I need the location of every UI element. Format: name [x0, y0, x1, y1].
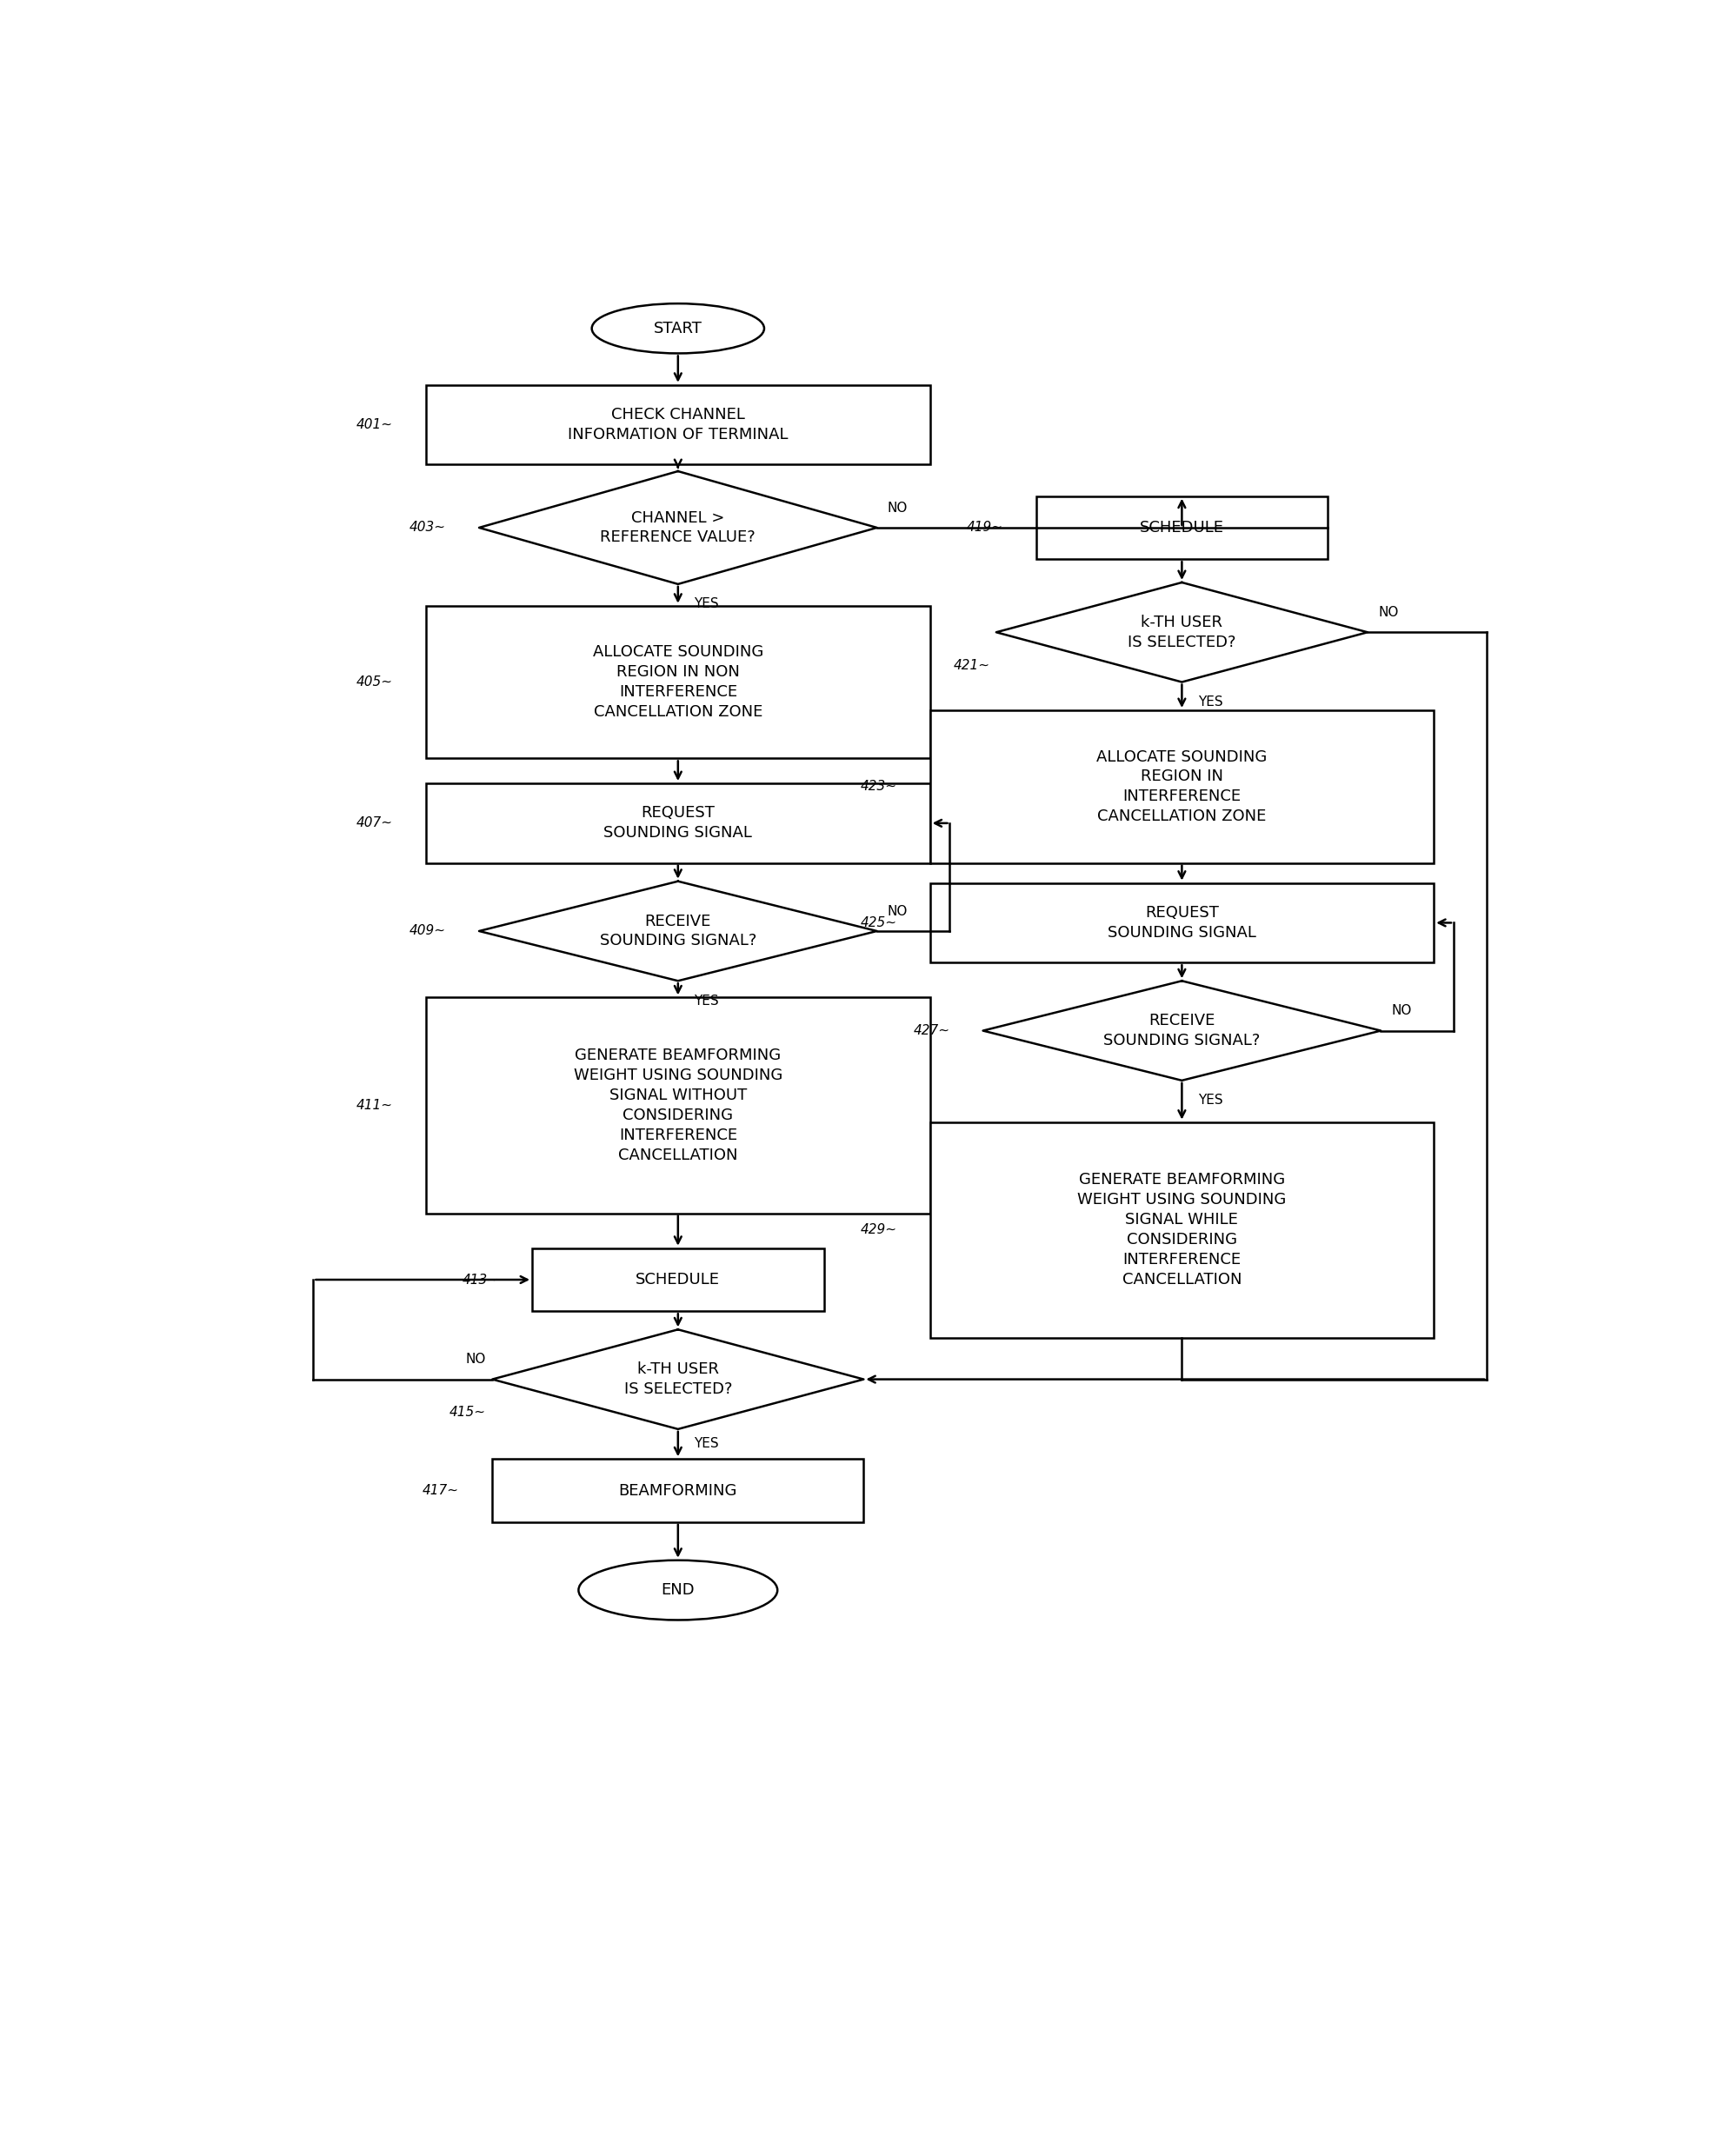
Text: SCHEDULE: SCHEDULE	[1140, 520, 1223, 535]
Polygon shape	[982, 981, 1381, 1080]
Text: NO: NO	[465, 1354, 486, 1367]
Text: 415∼: 415∼	[450, 1406, 486, 1419]
FancyBboxPatch shape	[426, 606, 931, 759]
Text: 417∼: 417∼	[423, 1483, 459, 1496]
Text: RECEIVE
SOUNDING SIGNAL?: RECEIVE SOUNDING SIGNAL?	[599, 914, 756, 949]
Text: 409∼: 409∼	[409, 925, 447, 938]
Text: CHANNEL >
REFERENCE VALUE?: CHANNEL > REFERENCE VALUE?	[601, 509, 756, 545]
Text: YES: YES	[1198, 1093, 1223, 1106]
Text: SCHEDULE: SCHEDULE	[636, 1272, 720, 1287]
Text: GENERATE BEAMFORMING
WEIGHT USING SOUNDING
SIGNAL WHILE
CONSIDERING
INTERFERENCE: GENERATE BEAMFORMING WEIGHT USING SOUNDI…	[1078, 1173, 1287, 1287]
Text: NO: NO	[888, 502, 909, 515]
FancyBboxPatch shape	[532, 1248, 825, 1311]
Text: END: END	[660, 1583, 695, 1598]
Text: START: START	[654, 321, 702, 336]
Text: REQUEST
SOUNDING SIGNAL: REQUEST SOUNDING SIGNAL	[604, 806, 753, 841]
Text: 403∼: 403∼	[409, 522, 447, 535]
Text: CHECK CHANNEL
INFORMATION OF TERMINAL: CHECK CHANNEL INFORMATION OF TERMINAL	[568, 407, 789, 442]
Ellipse shape	[592, 304, 765, 354]
Text: YES: YES	[695, 1438, 719, 1451]
FancyBboxPatch shape	[426, 783, 931, 862]
Text: 421∼: 421∼	[953, 660, 989, 673]
FancyBboxPatch shape	[426, 386, 931, 464]
Text: BEAMFORMING: BEAMFORMING	[619, 1483, 737, 1498]
FancyBboxPatch shape	[931, 709, 1434, 862]
Text: 427∼: 427∼	[914, 1024, 950, 1037]
Text: k-TH USER
IS SELECTED?: k-TH USER IS SELECTED?	[1128, 614, 1235, 649]
Text: YES: YES	[695, 597, 719, 610]
Text: REQUEST
SOUNDING SIGNAL: REQUEST SOUNDING SIGNAL	[1107, 906, 1256, 940]
FancyBboxPatch shape	[931, 1121, 1434, 1337]
Polygon shape	[996, 582, 1367, 681]
Text: 413∼: 413∼	[462, 1274, 500, 1287]
Text: 429∼: 429∼	[861, 1222, 897, 1235]
FancyBboxPatch shape	[931, 884, 1434, 962]
Text: ALLOCATE SOUNDING
REGION IN NON
INTERFERENCE
CANCELLATION ZONE: ALLOCATE SOUNDING REGION IN NON INTERFER…	[592, 645, 763, 720]
Text: 423∼: 423∼	[861, 780, 897, 793]
FancyBboxPatch shape	[493, 1460, 864, 1522]
FancyBboxPatch shape	[426, 998, 931, 1214]
Text: NO: NO	[1391, 1005, 1412, 1018]
Polygon shape	[493, 1330, 864, 1429]
Text: RECEIVE
SOUNDING SIGNAL?: RECEIVE SOUNDING SIGNAL?	[1104, 1013, 1261, 1048]
Text: YES: YES	[1198, 696, 1223, 709]
Text: 405∼: 405∼	[356, 675, 394, 688]
Text: 401∼: 401∼	[356, 418, 394, 431]
Text: k-TH USER
IS SELECTED?: k-TH USER IS SELECTED?	[625, 1363, 732, 1397]
Ellipse shape	[578, 1561, 777, 1619]
Text: GENERATE BEAMFORMING
WEIGHT USING SOUNDING
SIGNAL WITHOUT
CONSIDERING
INTERFEREN: GENERATE BEAMFORMING WEIGHT USING SOUNDI…	[573, 1048, 782, 1162]
Text: YES: YES	[695, 994, 719, 1007]
Text: 407∼: 407∼	[356, 817, 394, 830]
Text: NO: NO	[1377, 606, 1398, 619]
Text: NO: NO	[888, 906, 909, 918]
Text: 425∼: 425∼	[861, 916, 897, 929]
Text: 419∼: 419∼	[967, 522, 1003, 535]
Polygon shape	[479, 472, 878, 584]
Polygon shape	[479, 882, 878, 981]
Text: 411∼: 411∼	[356, 1100, 394, 1112]
FancyBboxPatch shape	[1037, 496, 1328, 558]
Text: ALLOCATE SOUNDING
REGION IN
INTERFERENCE
CANCELLATION ZONE: ALLOCATE SOUNDING REGION IN INTERFERENCE…	[1097, 748, 1268, 824]
